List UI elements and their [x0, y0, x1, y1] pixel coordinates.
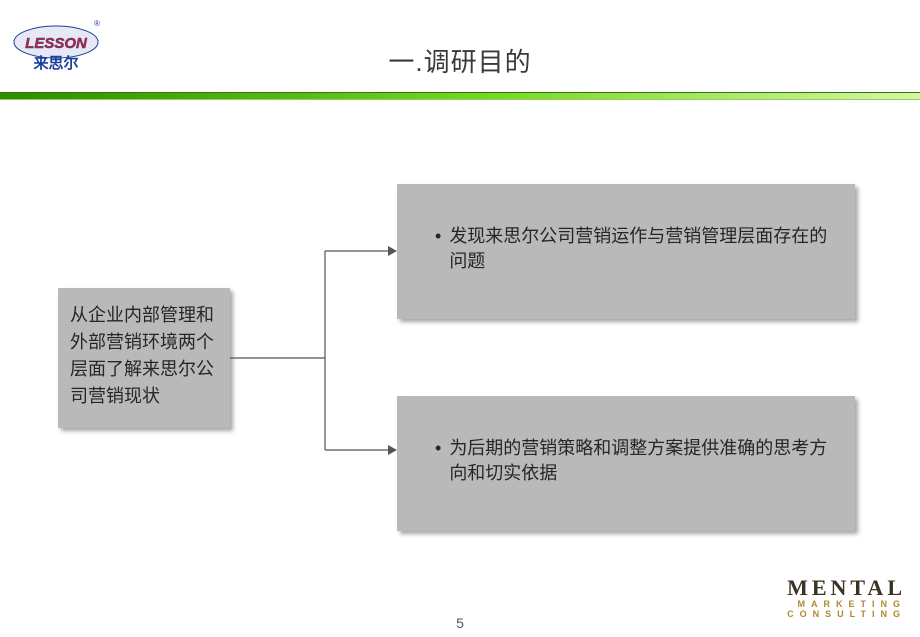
footer-brand-sub1: MARKETING — [787, 600, 906, 609]
footer-brand-sub2: CONSULTING — [787, 610, 906, 619]
connector-lines — [0, 100, 920, 600]
page-title: 一.调研目的 — [0, 42, 920, 79]
footer-brand: MENTAL MARKETING CONSULTING — [787, 577, 906, 619]
header: LESSON ® 来思尔 一.调研目的 — [0, 0, 920, 95]
footer-brand-main: MENTAL — [787, 577, 906, 599]
reg-mark: ® — [94, 19, 100, 28]
page-number: 5 — [0, 615, 920, 631]
header-band — [0, 92, 920, 100]
diagram: 从企业内部管理和外部营销环境两个层面了解来思尔公司营销现状 • 发现来思尔公司营… — [0, 100, 920, 597]
